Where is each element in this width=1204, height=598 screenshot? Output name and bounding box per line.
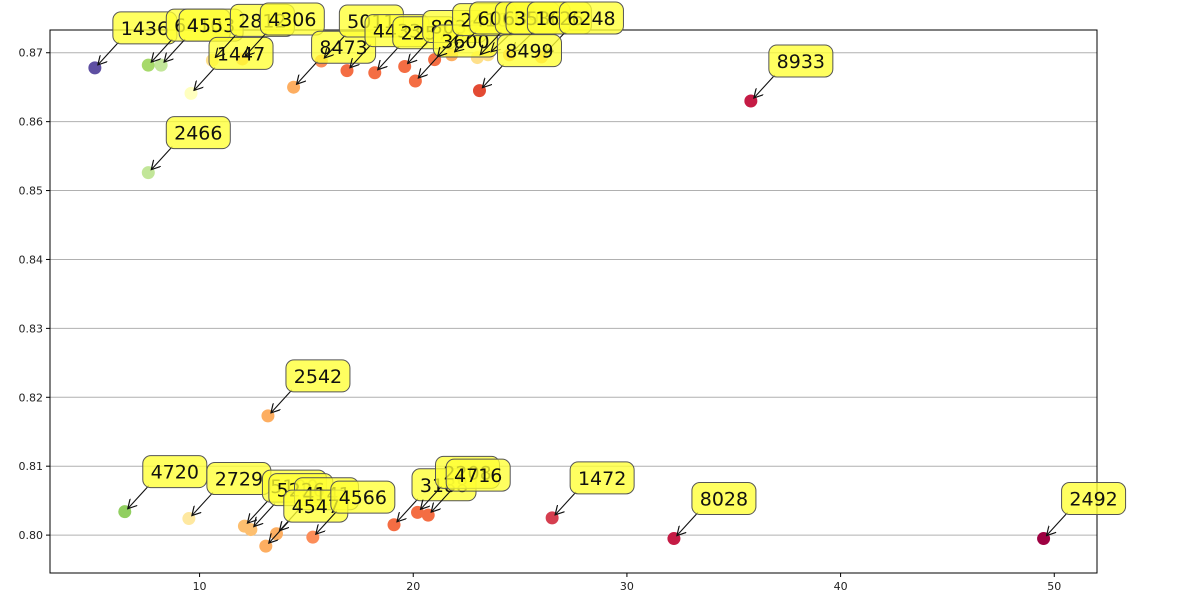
annotation-arrow: [297, 60, 318, 84]
axes: 0.80 0.81 0.82 0.83 0.84 0.85 0.86 0.87 10 20 30 40…: [19, 29, 1098, 593]
annotation-label: 8028: [700, 489, 748, 511]
x-tick-label: 50: [1047, 580, 1061, 593]
annotation-arrow: [677, 512, 699, 536]
annotation-label: 2729: [215, 469, 263, 491]
annotation-label: 2542: [294, 366, 342, 388]
annotation-arrow: [418, 54, 440, 78]
annotation: 1472: [555, 461, 635, 515]
annotation-box: [558, 1, 624, 35]
annotation-arrow: [438, 33, 460, 57]
y-tick-label: 0.86: [19, 116, 44, 129]
annotation: 2466: [151, 116, 231, 170]
y-tick-label: 0.83: [19, 322, 44, 335]
annotation-arrow: [408, 40, 430, 64]
annotation: 8499: [482, 34, 562, 88]
annotation-arrow: [247, 499, 269, 523]
annotation-arrow: [324, 34, 346, 58]
annotation-arrow: [754, 74, 776, 98]
annotation-box: [691, 482, 757, 516]
annotation: 8473: [297, 30, 377, 84]
annotation-box: [569, 461, 635, 495]
annotation-arrow: [215, 33, 237, 57]
annotation-arrow: [128, 485, 150, 509]
annotation-arrow: [316, 510, 338, 534]
annotation-label: 8499: [505, 41, 553, 63]
annotation-arrow: [555, 491, 577, 515]
annotation-arrow: [269, 519, 291, 543]
annotation-label: 4566: [339, 487, 387, 509]
annotation: 4306: [245, 2, 325, 56]
annotation: 4720: [128, 455, 208, 509]
annotation-arrow: [378, 46, 400, 70]
annotation-arrow: [350, 44, 372, 68]
annotation-label: 2492: [1069, 489, 1117, 511]
annotation: 2729: [192, 462, 272, 516]
annotation-label: 1436: [121, 18, 169, 40]
y-tick-label: 0.82: [19, 391, 44, 404]
x-tick-label: 10: [193, 580, 207, 593]
annotation: 4553: [164, 8, 244, 62]
annotation-arrow: [397, 498, 419, 522]
y-tick-label: 0.80: [19, 529, 44, 542]
annotation-arrow: [421, 485, 442, 509]
annotation-box: [208, 36, 274, 70]
annotation-box: [496, 34, 562, 68]
annotation-arrow: [1047, 512, 1068, 536]
annotation-arrow: [431, 488, 453, 512]
annotation-label: 4553: [187, 15, 235, 37]
annotation-arrow: [482, 64, 504, 88]
annotation-arrow: [151, 146, 173, 170]
annotation: 6248: [544, 1, 624, 54]
annotation-label: 4306: [268, 9, 316, 31]
annotation: 8933: [754, 44, 834, 98]
y-tick-label: 0.84: [19, 253, 44, 266]
annotation-label: 1472: [578, 468, 626, 490]
annotation: 2542: [271, 359, 351, 413]
annotation-label: 4547: [292, 496, 340, 518]
annotation-arrow: [151, 38, 173, 62]
annotation: 4566: [316, 480, 396, 534]
annotation-label: 8933: [777, 51, 825, 73]
annotation: 8028: [677, 482, 757, 536]
annotation-box: [1061, 482, 1127, 516]
annotation-box: [285, 359, 351, 393]
x-tick-label: 40: [834, 580, 848, 593]
annotation-box: [165, 116, 231, 150]
y-tick-label: 0.81: [19, 460, 44, 473]
annotation: 1436: [98, 11, 178, 65]
annotation-arrow: [245, 32, 267, 56]
annotation-arrow: [254, 503, 276, 527]
annotation-label: 4720: [151, 462, 199, 484]
annotation-arrow: [455, 31, 477, 52]
annotation-label: 6248: [567, 8, 615, 30]
annotation-box: [259, 2, 325, 36]
annotation-arrow: [194, 67, 216, 90]
annotation-box: [330, 480, 396, 514]
annotation-box: [768, 44, 834, 78]
annotation-arrow: [164, 38, 186, 62]
annotation-box: [445, 458, 511, 492]
annotation: 4716: [431, 458, 511, 512]
annotation-arrow: [192, 492, 214, 516]
annotation-arrow: [98, 41, 120, 65]
annotations: 1436641045531447281243068473501144332257…: [98, 1, 1127, 543]
annotation: 2492: [1047, 482, 1127, 536]
annotation-arrow: [271, 389, 293, 413]
annotation: 1447: [194, 36, 274, 90]
y-tick-label: 0.85: [19, 185, 44, 198]
x-tick-label: 20: [406, 580, 420, 593]
annotation-label: 4716: [454, 465, 502, 487]
x-tick-label: 30: [620, 580, 634, 593]
y-tick-label: 0.87: [19, 47, 44, 60]
annotation-label: 1447: [217, 43, 265, 65]
annotation-label: 2466: [174, 123, 222, 145]
